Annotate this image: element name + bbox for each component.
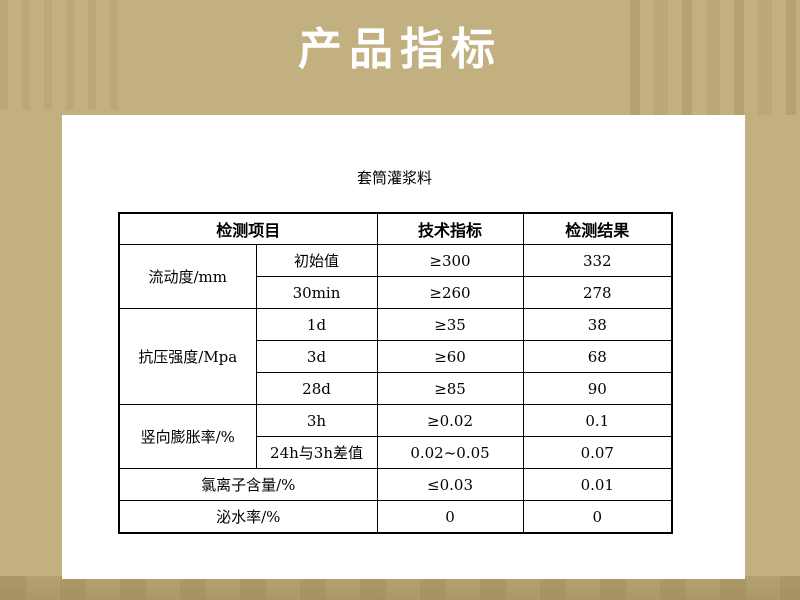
header-cell-result: 检测结果 [522, 212, 673, 245]
table-header-row: 检测项目 技术指标 检测结果 [118, 212, 673, 245]
table-row: 3d ≥60 68 [119, 340, 673, 373]
spec-value: 0 [376, 500, 524, 534]
spec-value: ≥60 [376, 340, 524, 373]
content-panel: 套筒灌浆料 检测项目 技术指标 检测结果 流动度/mm [62, 115, 745, 579]
row-full-label: 氯离子含量/% [118, 468, 378, 501]
header-cell-spec: 技术指标 [376, 212, 524, 245]
header-cell-item: 检测项目 [118, 212, 378, 245]
table-container: 检测项目 技术指标 检测结果 流动度/mm 初始值 ≥300 332 30min… [118, 212, 674, 534]
row-sub-label: 24h与3h差值 [255, 436, 378, 469]
row-sub-label: 1d [255, 308, 378, 341]
table-row: 24h与3h差值 0.02~0.05 0.07 [119, 436, 673, 469]
row-sub-label: 28d [255, 372, 378, 405]
slide-title: 产品指标 [298, 24, 502, 75]
result-value: 90 [522, 372, 673, 405]
result-value: 332 [522, 244, 673, 277]
spec-value: ≥300 [376, 244, 524, 277]
background-cityscape-right [630, 0, 800, 115]
table-row: 30min ≥260 278 [119, 276, 673, 309]
table-row: 泌水率/% 0 0 [118, 500, 673, 534]
row-sub-label: 初始值 [255, 244, 378, 277]
result-value: 0 [522, 500, 673, 534]
spec-value: ≥0.02 [376, 404, 524, 437]
table-row: 竖向膨胀率/% 3h ≥0.02 0.1 [118, 404, 673, 469]
row-group-label: 竖向膨胀率/% [118, 404, 257, 469]
spec-value: ≥260 [376, 276, 524, 309]
spec-value: ≥35 [376, 308, 524, 341]
row-full-label: 泌水率/% [118, 500, 378, 534]
result-value: 278 [522, 276, 673, 309]
result-value: 0.1 [522, 404, 673, 437]
table-row: 流动度/mm 初始值 ≥300 332 [118, 244, 673, 309]
table-row: 28d ≥85 90 [119, 372, 673, 405]
result-value: 0.01 [522, 468, 673, 501]
table-row: 抗压强度/Mpa 1d ≥35 38 [118, 308, 673, 405]
background-cityscape-left [0, 0, 120, 110]
spec-value: 0.02~0.05 [376, 436, 524, 469]
product-indicator-table: 检测项目 技术指标 检测结果 流动度/mm 初始值 ≥300 332 30min… [118, 212, 674, 534]
table-title: 套筒灌浆料 [356, 169, 432, 187]
row-group-label: 流动度/mm [118, 244, 257, 309]
result-value: 0.07 [522, 436, 673, 469]
background-cityscape-bottom [0, 576, 800, 600]
spec-value: ≥85 [376, 372, 524, 405]
table-row: 氯离子含量/% ≤0.03 0.01 [118, 468, 673, 501]
spec-value: ≤0.03 [376, 468, 524, 501]
row-group-label: 抗压强度/Mpa [118, 308, 257, 405]
result-value: 68 [522, 340, 673, 373]
row-sub-label: 30min [255, 276, 378, 309]
row-sub-label: 3d [255, 340, 378, 373]
result-value: 38 [522, 308, 673, 341]
row-sub-label: 3h [255, 404, 378, 437]
